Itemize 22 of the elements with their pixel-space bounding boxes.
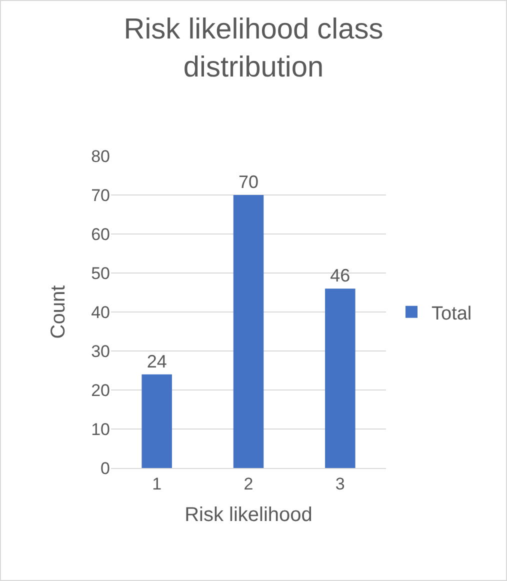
data-label: 70	[238, 172, 259, 192]
y-tick-label: 70	[91, 186, 110, 205]
bar	[325, 288, 356, 468]
bar	[142, 374, 172, 468]
legend-label: Total	[432, 303, 472, 324]
y-tick-label: 40	[91, 302, 110, 322]
y-tick-label: 60	[91, 224, 110, 244]
x-tick-label: 1	[152, 474, 162, 494]
data-label: 46	[330, 266, 350, 286]
y-tick-label: 80	[91, 146, 110, 166]
y-tick-label: 10	[91, 420, 110, 439]
y-tick-label: 30	[91, 342, 110, 361]
data-label: 24	[146, 351, 167, 372]
x-axis-title: Risk likelihood	[184, 504, 312, 526]
y-tick-label: 0	[100, 458, 110, 478]
x-tick-label: 3	[335, 474, 345, 494]
chart-title: Risk likelihood class distribution	[124, 14, 384, 84]
y-axis-title: Count	[48, 284, 70, 339]
bar	[233, 195, 264, 468]
y-tick-label: 20	[91, 380, 110, 400]
y-tick-label: 50	[91, 264, 110, 283]
x-tick-label: 2	[244, 474, 254, 494]
